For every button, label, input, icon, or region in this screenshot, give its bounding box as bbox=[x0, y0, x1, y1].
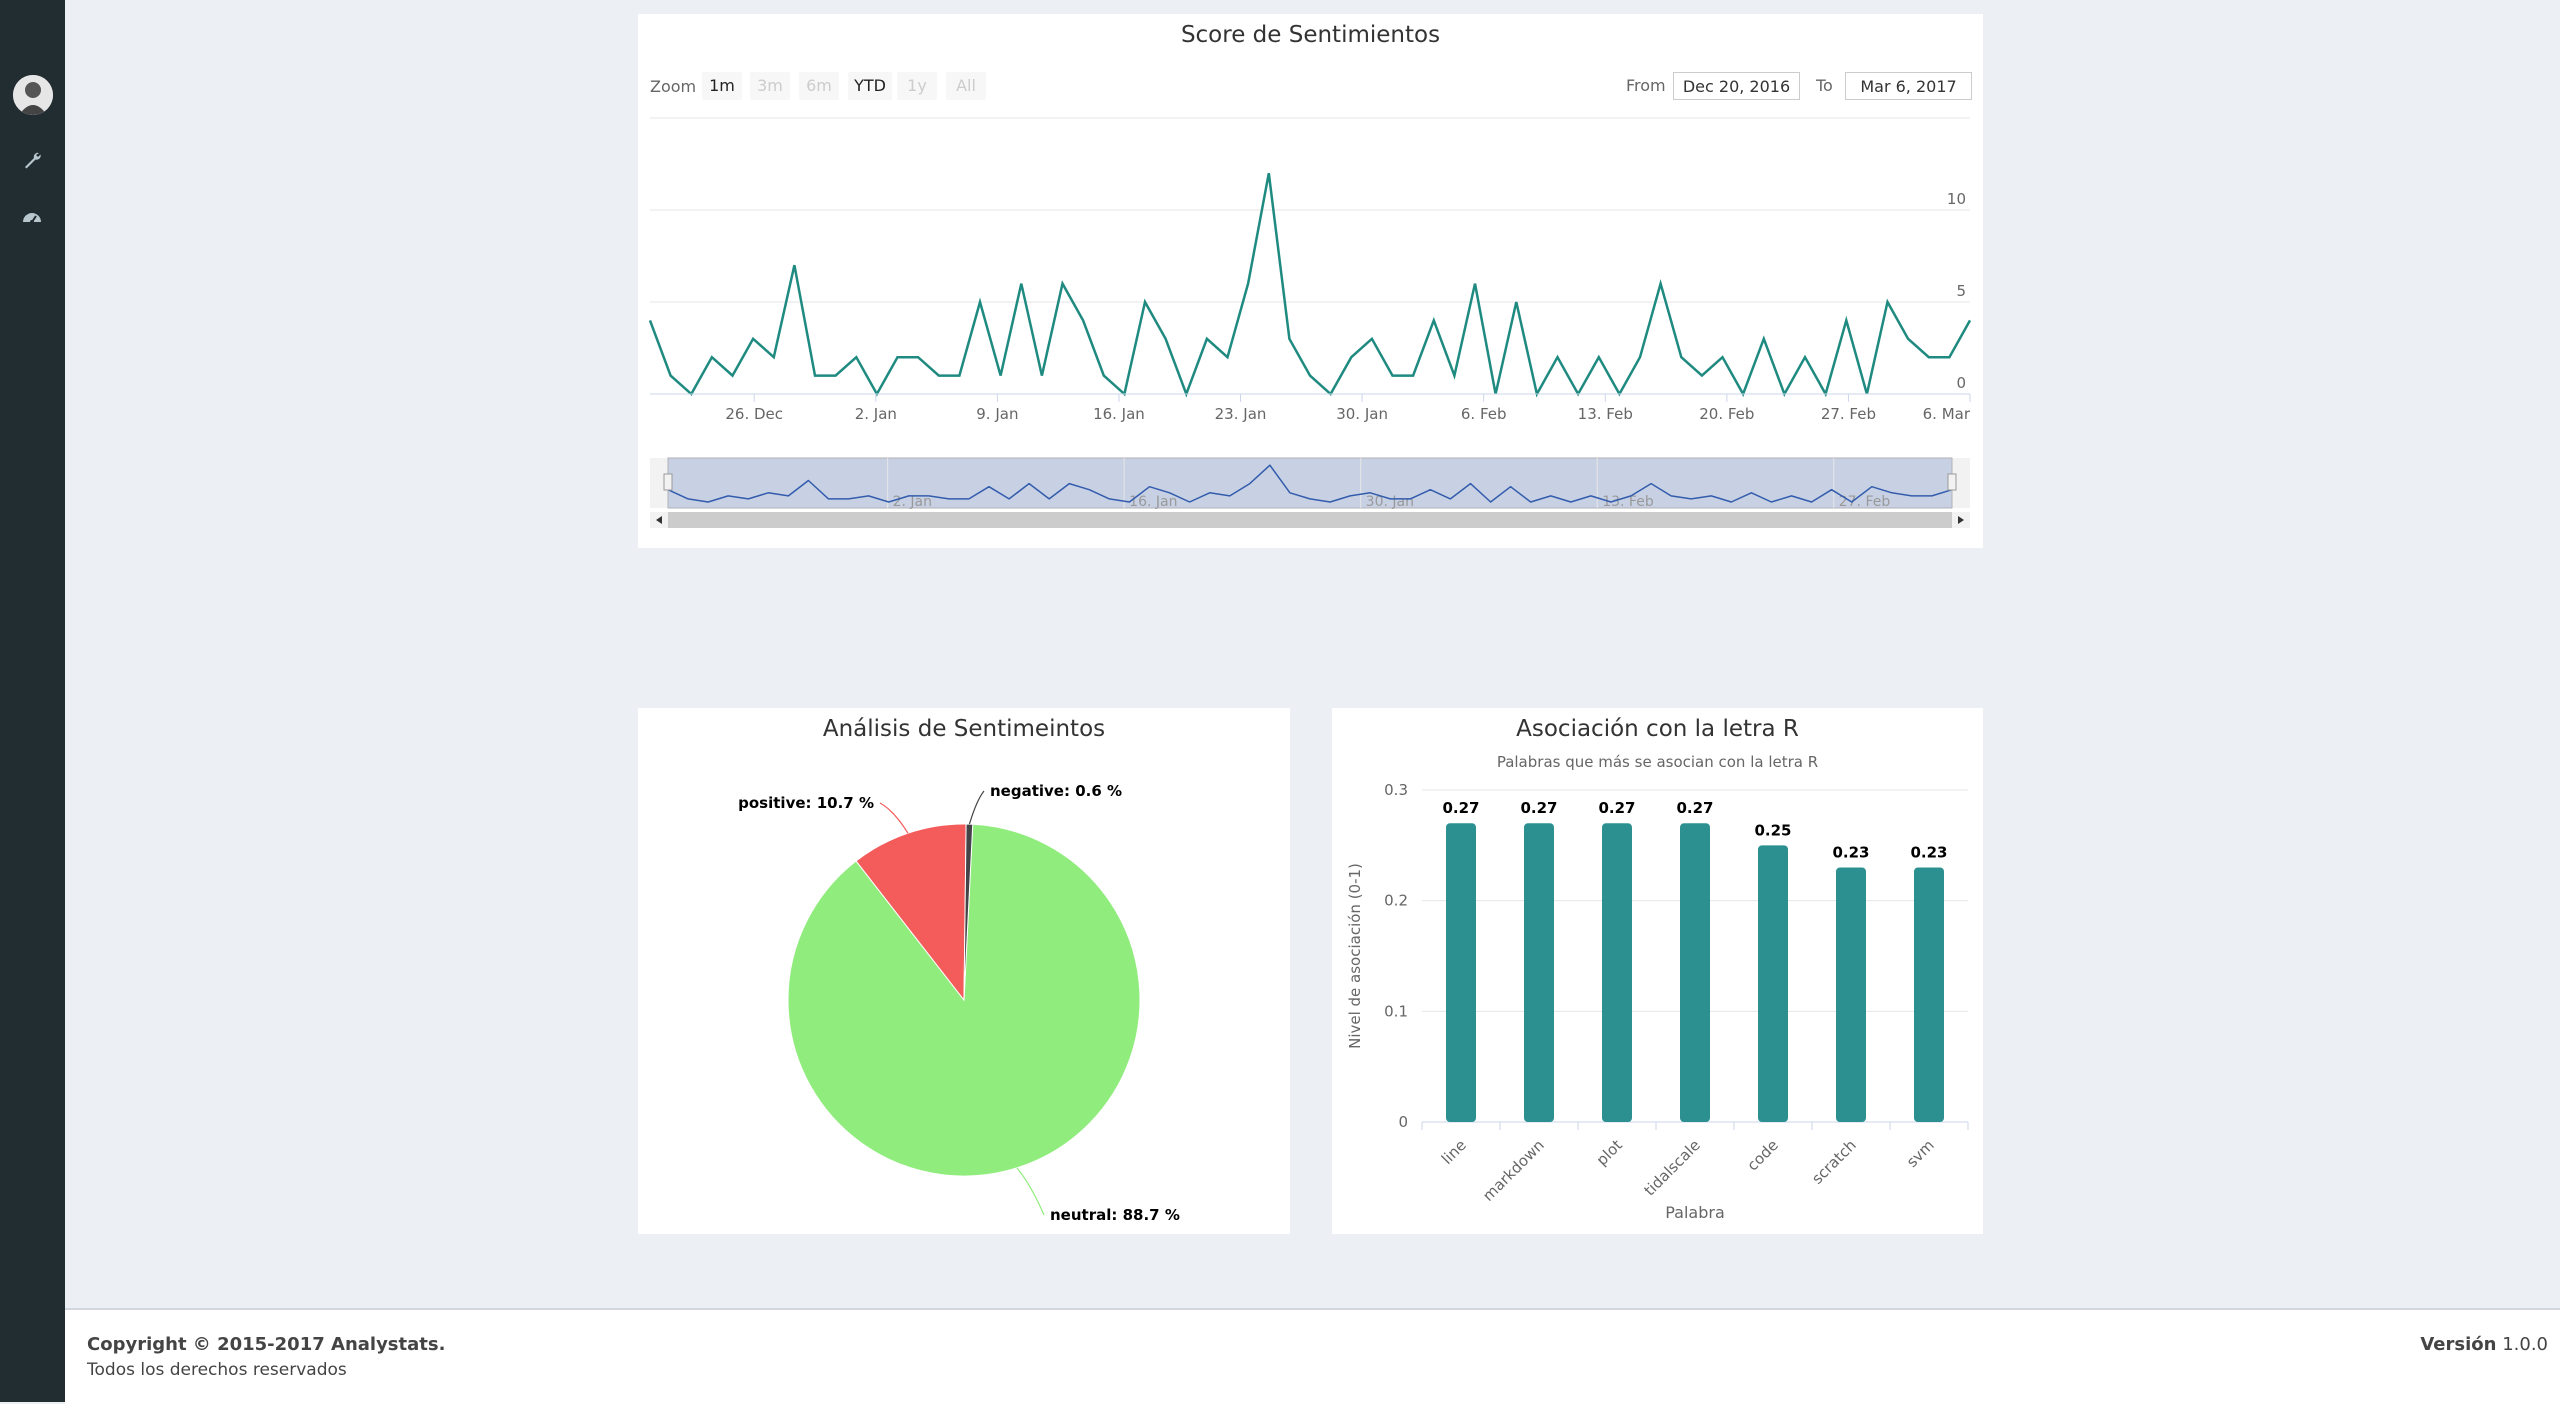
x-tick-label: 13. Feb bbox=[1578, 405, 1633, 423]
bar-chart-subtitle: Palabras que más se asocian con la letra… bbox=[1496, 753, 1819, 771]
y-tick-label: 0 bbox=[1398, 1113, 1408, 1131]
pie-chart-title: Análisis de Sentimeintos bbox=[822, 716, 1106, 742]
rights-text: Todos los derechos reservados bbox=[87, 1360, 347, 1380]
version-value: 1.0.0 bbox=[2502, 1334, 2548, 1355]
bar-code[interactable] bbox=[1758, 845, 1788, 1122]
bar-svm[interactable] bbox=[1914, 867, 1944, 1122]
zoom-button-all[interactable]: All bbox=[946, 72, 986, 100]
x-tick-label: 16. Jan bbox=[1093, 405, 1145, 423]
x-tick-label: 6. Mar bbox=[1923, 405, 1971, 423]
zoom-button-1y[interactable]: 1y bbox=[897, 72, 937, 100]
y-tick-label: 0 bbox=[1956, 374, 1966, 392]
zoom-button-1m[interactable]: 1m bbox=[702, 72, 742, 100]
navigator-label: 27. Feb bbox=[1839, 494, 1891, 510]
sentiment-line-chart: 0 5 10 26. Dec 2. Jan 9. Jan 16. Jan 23. Jan 30.… bbox=[648, 117, 1972, 528]
association-bar-chart: 0 0.1 0.2 0.3 0.27 line 0.27 markdown 0.27 plot 0.… bbox=[1346, 781, 1969, 1222]
footer: Copyright © 2015-2017 Analystats. Todos … bbox=[65, 1308, 2560, 1404]
x-tick-label: plot bbox=[1593, 1136, 1626, 1169]
stock-chart-title: Score de Sentimientos bbox=[1180, 22, 1441, 48]
bar-markdown[interactable] bbox=[1524, 823, 1554, 1122]
bar-plot[interactable] bbox=[1602, 823, 1632, 1122]
bar-scratch[interactable] bbox=[1836, 867, 1866, 1122]
bar-data-label: 0.27 bbox=[1520, 799, 1557, 817]
pie-label-negative: negative: 0.6 % bbox=[990, 782, 1122, 800]
pie-slice-negative[interactable] bbox=[963, 823, 974, 1001]
zoom-button-ytd[interactable]: YTD bbox=[848, 72, 892, 100]
navigator-label: 30. Jan bbox=[1366, 494, 1414, 510]
wrench-icon[interactable] bbox=[20, 148, 44, 172]
x-tick-label: 20. Feb bbox=[1699, 405, 1754, 423]
y-tick-label: 0.3 bbox=[1384, 781, 1408, 799]
bar-data-label: 0.23 bbox=[1910, 843, 1947, 861]
x-tick-label: 9. Jan bbox=[976, 405, 1018, 423]
x-tick-label: 23. Jan bbox=[1215, 405, 1267, 423]
to-date-input[interactable]: Mar 6, 2017 bbox=[1845, 72, 1972, 100]
x-tick-label: line bbox=[1438, 1136, 1470, 1168]
x-tick-label: 26. Dec bbox=[725, 405, 783, 423]
association-panel bbox=[1332, 708, 1983, 1234]
y-tick-label: 0.2 bbox=[1384, 892, 1408, 910]
x-tick-label: 30. Jan bbox=[1336, 405, 1388, 423]
scroll-right-arrow[interactable] bbox=[1958, 516, 1964, 524]
y-tick-label: 5 bbox=[1956, 282, 1966, 300]
version-label: Versión bbox=[2420, 1334, 2497, 1355]
pie-label-neutral: neutral: 88.7 % bbox=[1050, 1206, 1180, 1224]
bar-line[interactable] bbox=[1446, 823, 1476, 1122]
x-tick-label: 27. Feb bbox=[1821, 405, 1876, 423]
zoom-button-3m[interactable]: 3m bbox=[750, 72, 790, 100]
y-tick-label: 0.1 bbox=[1384, 1002, 1408, 1020]
x-tick-label: scratch bbox=[1808, 1136, 1860, 1188]
to-label: To bbox=[1816, 76, 1833, 95]
y-tick-label: 10 bbox=[1947, 190, 1966, 208]
from-date-input[interactable]: Dec 20, 2016 bbox=[1673, 72, 1800, 100]
bar-data-label: 0.27 bbox=[1676, 799, 1713, 817]
navigator-series bbox=[667, 464, 1953, 503]
x-tick-label: code bbox=[1744, 1136, 1782, 1174]
pie-label-positive: positive: 10.7 % bbox=[738, 794, 874, 812]
navigator-handle[interactable] bbox=[1947, 473, 1957, 491]
navigator-background bbox=[650, 458, 1970, 508]
copyright-text: Copyright © 2015-2017 Analystats. bbox=[87, 1334, 446, 1355]
zoom-button-6m[interactable]: 6m bbox=[799, 72, 839, 100]
bar-data-label: 0.27 bbox=[1598, 799, 1635, 817]
x-tick-label: svm bbox=[1903, 1136, 1938, 1171]
zoom-label: Zoom bbox=[650, 77, 697, 96]
bar-tidalscale[interactable] bbox=[1680, 823, 1710, 1122]
navigator-handle[interactable] bbox=[663, 473, 673, 491]
scroll-left-arrow[interactable] bbox=[656, 516, 662, 524]
avatar[interactable] bbox=[13, 75, 53, 115]
x-tick-label: 2. Jan bbox=[855, 405, 897, 423]
navigator-mask[interactable] bbox=[667, 457, 1953, 509]
pie-slice-positive[interactable] bbox=[855, 823, 967, 1002]
from-label: From bbox=[1626, 76, 1666, 95]
sidebar bbox=[0, 0, 65, 1402]
bar-chart-title: Asociación con la letra R bbox=[1516, 716, 1799, 742]
bar-data-label: 0.27 bbox=[1442, 799, 1479, 817]
pie-connector-negative bbox=[968, 790, 985, 825]
dashboard-icon[interactable] bbox=[20, 206, 44, 230]
y-axis-title: Nivel de asociación (0-1) bbox=[1346, 863, 1364, 1049]
navigator-label: 13. Feb bbox=[1602, 494, 1654, 510]
scrollbar-thumb[interactable] bbox=[668, 512, 1952, 528]
pie-connector-neutral bbox=[1016, 1167, 1045, 1216]
bar-data-label: 0.25 bbox=[1754, 821, 1791, 839]
version-text: Versión 1.0.0 bbox=[2420, 1334, 2548, 1355]
x-axis-title: Palabra bbox=[1665, 1203, 1725, 1222]
bar-data-label: 0.23 bbox=[1832, 843, 1869, 861]
x-tick-label: markdown bbox=[1479, 1136, 1548, 1205]
sentiment-pie-chart: neutral: 88.7 % positive: 10.7 % negative:… bbox=[738, 782, 1180, 1224]
navigator-label: 16. Jan bbox=[1129, 494, 1177, 510]
x-tick-label: tidalscale bbox=[1640, 1136, 1703, 1199]
pie-connector-positive bbox=[879, 802, 909, 834]
sentiment-series-line bbox=[648, 172, 1972, 398]
avatar-image bbox=[13, 75, 53, 115]
x-tick-label: 6. Feb bbox=[1461, 405, 1507, 423]
